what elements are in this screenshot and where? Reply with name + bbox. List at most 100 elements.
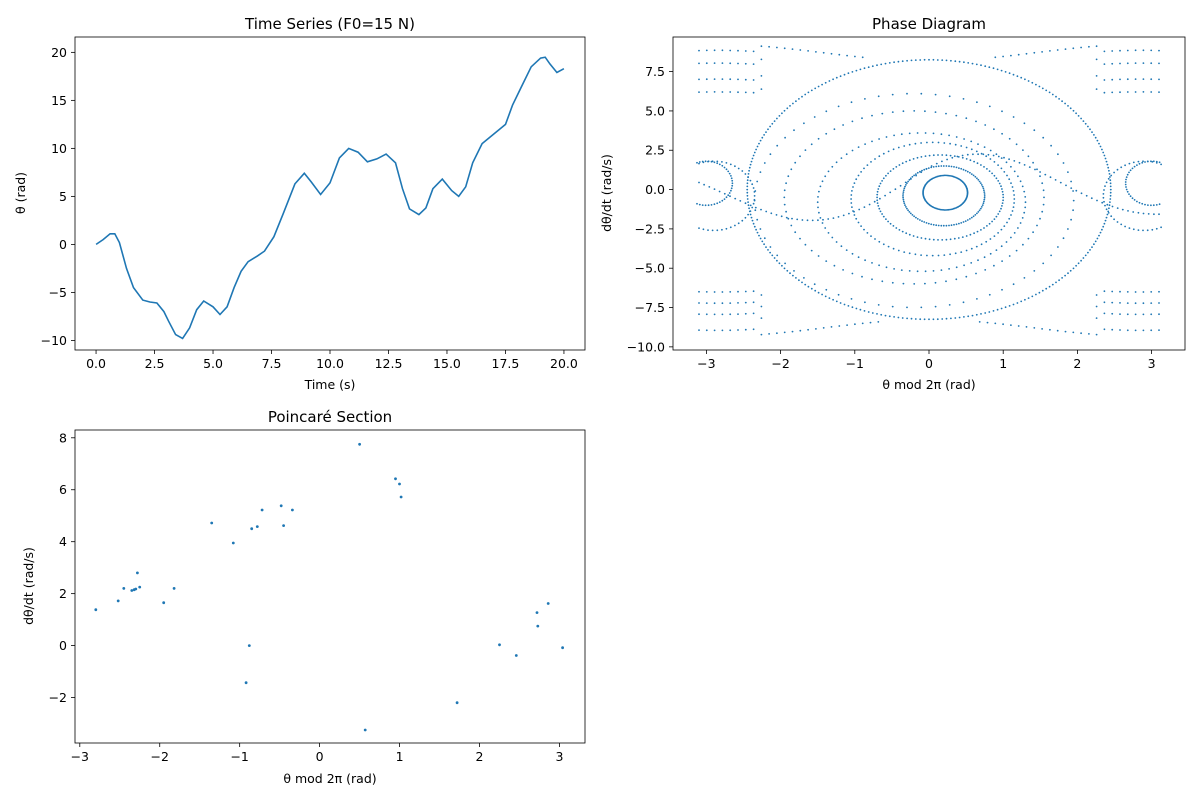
phase-point: [747, 204, 750, 207]
phase-point: [791, 48, 794, 50]
phase-point: [778, 262, 781, 265]
phase-point: [926, 141, 928, 144]
phase-point: [1025, 326, 1028, 328]
phase-point: [822, 327, 825, 329]
poincare-point: [136, 571, 139, 575]
phase-point: [721, 161, 723, 163]
phase-point: [937, 224, 940, 227]
phase-point: [801, 95, 803, 98]
phase-point: [1017, 53, 1020, 56]
x-tick-label: 2: [1073, 356, 1081, 371]
phase-point: [983, 193, 986, 195]
phase-point: [744, 301, 747, 304]
phase-point: [871, 312, 874, 314]
phase-point: [770, 212, 773, 215]
phase-point: [997, 180, 1000, 182]
phase-point: [1125, 188, 1128, 191]
phase-point: [997, 164, 999, 167]
phase-point: [942, 174, 945, 177]
phase-point: [1064, 102, 1066, 105]
phase-point: [921, 220, 923, 223]
x-tick-label: 0: [925, 356, 933, 371]
phase-point: [801, 281, 803, 284]
phase-point: [737, 167, 740, 170]
y-tick-label: 2.5: [645, 143, 665, 158]
phase-point: [1042, 136, 1045, 139]
phase-point: [1101, 148, 1103, 151]
phase-diagram-points: [696, 45, 1162, 336]
phase-point: [1017, 227, 1019, 229]
x-tick-label: −1: [846, 356, 864, 371]
phase-point: [721, 313, 724, 316]
phase-point: [877, 188, 880, 190]
phase-point: [824, 175, 827, 178]
phase-point: [955, 278, 958, 281]
phase-point: [1128, 171, 1130, 174]
phase-point: [729, 91, 732, 93]
phase-point: [855, 217, 858, 220]
phase-point: [1010, 182, 1012, 185]
phase-point: [908, 159, 911, 162]
phase-point: [729, 226, 732, 229]
phase-point: [1142, 313, 1145, 316]
phase-point: [876, 190, 879, 193]
phase-point: [734, 197, 737, 200]
phase-point: [1134, 91, 1137, 93]
phase-point: [961, 154, 964, 157]
phase-point: [789, 272, 791, 275]
phase-point: [707, 204, 710, 207]
phase-point: [1072, 47, 1075, 50]
phase-point: [713, 62, 716, 64]
phase-point: [1106, 213, 1109, 216]
phase-point: [1005, 241, 1008, 243]
phase-point: [752, 91, 755, 94]
phase-point: [874, 158, 876, 160]
phase-point: [924, 282, 926, 285]
phase-point: [1119, 290, 1121, 293]
phase-point: [734, 165, 736, 168]
phase-point: [755, 228, 757, 231]
phase-point: [976, 212, 978, 215]
phase-point: [1150, 313, 1153, 316]
time-series-line: [95, 56, 565, 340]
phase-point: [1001, 188, 1003, 190]
phase-point: [763, 243, 765, 246]
phase-point: [887, 220, 889, 223]
phase-point: [729, 302, 732, 304]
phase-point: [876, 193, 879, 196]
phase-point: [943, 142, 946, 144]
phase-point: [1004, 71, 1007, 73]
phase-point: [842, 269, 844, 271]
phase-point: [806, 219, 809, 222]
phase-point: [891, 111, 894, 113]
time-series-ticks: 0.0 2.5 5.0 7.5 10.0 12.5 15.0 17.5 20.0 −10 −5 0 5 1…: [41, 45, 578, 371]
phase-point: [744, 50, 747, 52]
y-tick-label: 0: [59, 638, 67, 653]
phase-point: [1103, 63, 1106, 65]
phase-point: [815, 51, 817, 53]
phase-point: [1002, 323, 1004, 326]
phase-point: [793, 129, 795, 132]
phase-point: [698, 78, 700, 81]
phase-point: [937, 141, 940, 144]
phase-point: [1000, 69, 1003, 72]
phase-point: [1067, 105, 1069, 107]
y-tick-label: 2: [59, 586, 67, 601]
phase-point: [1088, 333, 1090, 335]
phase-point: [763, 162, 766, 164]
phase-point: [1095, 317, 1098, 319]
phase-point: [752, 154, 755, 157]
phase-point: [737, 290, 739, 293]
phase-point: [969, 159, 972, 162]
phase-point: [789, 105, 791, 107]
phase-point: [839, 75, 842, 78]
phase-point: [751, 206, 754, 209]
phase-point: [752, 187, 755, 189]
phase-point: [951, 156, 954, 159]
phase-point: [997, 232, 999, 234]
phase-point: [828, 297, 831, 299]
phase-point: [980, 243, 983, 246]
phase-point: [925, 222, 928, 224]
phase-point: [853, 210, 855, 213]
